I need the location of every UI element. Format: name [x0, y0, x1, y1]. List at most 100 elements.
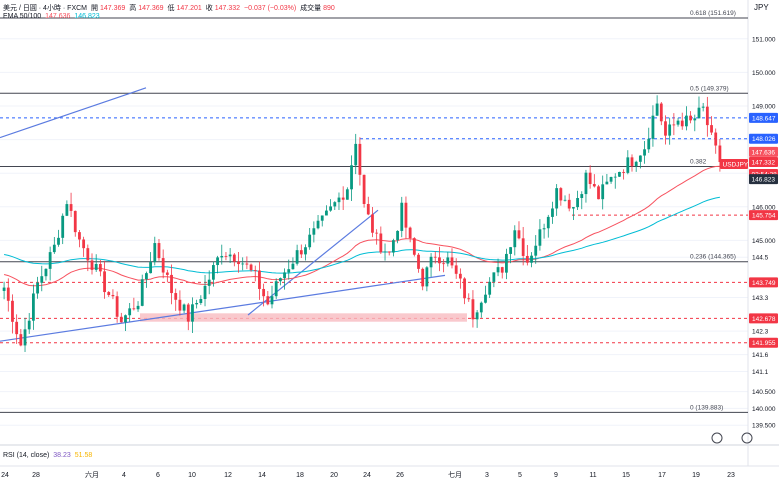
rsi-legend[interactable]: RSI (14, close) 38.23 51.58 [3, 452, 94, 459]
candle-body [534, 245, 538, 256]
candle-body [253, 270, 257, 271]
price-tick: 139.500 [752, 423, 776, 430]
candle-body [103, 271, 106, 293]
candle-body [584, 172, 588, 195]
candle-body [592, 184, 596, 187]
candle-body [634, 161, 638, 167]
candle-body [492, 272, 496, 282]
candle-body [588, 172, 592, 185]
candle-body [132, 308, 136, 310]
candle-body [647, 138, 651, 150]
trendline-upper [0, 87, 147, 139]
level-badge [749, 133, 778, 144]
time-tick: 28 [32, 472, 40, 479]
price-tick: 142.3 [752, 329, 769, 336]
candle-body [287, 269, 291, 273]
candle-body [643, 149, 646, 156]
candle-body [165, 272, 169, 275]
fib-label: 0.5 (149.379) [690, 85, 729, 92]
candle-body [245, 263, 249, 265]
candle-body [676, 120, 680, 125]
level-badge [749, 277, 778, 288]
price-tick: 140.500 [752, 389, 776, 396]
candle-body [689, 115, 693, 121]
time-tick: 3 [485, 472, 489, 479]
candle-body [718, 145, 722, 163]
open-label: 開 [90, 5, 98, 12]
price-badges: 148.647 148.026 145.754 143.749 142.678 141.9… [720, 112, 778, 348]
candle-body [52, 244, 56, 253]
ema-legend[interactable]: EMA 50/100 147.636 146.823 [3, 13, 102, 20]
candle-body [697, 107, 701, 119]
candle-body [542, 228, 546, 230]
candle-body [383, 251, 387, 253]
candle-body [597, 186, 600, 200]
candle-body [44, 268, 48, 277]
candle-body [521, 238, 525, 256]
time-tick: 七月 [448, 470, 462, 479]
volume-value: 890 [323, 5, 335, 12]
candle-body [408, 227, 412, 239]
candle-body [27, 320, 31, 330]
time-tick: 24 [363, 472, 371, 479]
time-tick: 14 [258, 472, 266, 479]
trendlines [0, 87, 446, 342]
scroll-right-icon [741, 432, 753, 444]
candle-body [701, 106, 705, 108]
rsi-label: RSI (14, close) [3, 452, 50, 459]
candle-body [379, 233, 383, 253]
symbol-title[interactable]: 美元 / 日圓 · 4小時 · FXCM [3, 5, 87, 12]
candle-body [157, 243, 161, 259]
candle-body [538, 229, 542, 246]
price-tick: 151.000 [752, 36, 776, 43]
candle-body [98, 264, 102, 272]
volume-label: 成交量 [300, 5, 322, 12]
candle-body [170, 274, 173, 294]
candle-body [609, 176, 613, 182]
candle-body [140, 279, 144, 306]
close-value: 147.332 [214, 5, 241, 12]
candle-body [613, 176, 617, 178]
candle-body [207, 279, 211, 286]
candle-body [320, 215, 324, 221]
candle-body [358, 143, 362, 175]
fib-label: 0.618 (151.619) [690, 10, 736, 17]
candle-body [216, 257, 219, 266]
candle-body [559, 188, 563, 201]
ema-lines [3, 165, 720, 287]
candle-body [576, 198, 579, 208]
horizontal-levels [0, 17, 748, 413]
high-label: 高 [129, 5, 137, 12]
price-tick: 143.3 [752, 295, 769, 302]
candle-body [15, 321, 19, 335]
candle-body [580, 194, 584, 199]
candle-body [337, 197, 341, 203]
candle-body [153, 243, 157, 263]
fib-labels: 0.618 (151.619) 0.5 (149.379) 0.382 0.236 (… [690, 10, 736, 411]
candle-body [266, 296, 270, 305]
candle-body [496, 267, 500, 273]
price-axis: 151.000150.000149.000148.000147.000146.0… [752, 36, 776, 429]
candle-body [429, 256, 433, 268]
price-tick: 140.000 [752, 406, 776, 413]
candle-body [362, 174, 366, 204]
candle-body [191, 304, 194, 322]
level-badge [749, 313, 778, 324]
price-badge-text: 147.636 [752, 149, 776, 156]
candle-body [655, 103, 659, 116]
candle-body [73, 210, 77, 233]
candle-body [475, 312, 479, 320]
candle-body [11, 300, 14, 322]
candle-body [23, 329, 27, 346]
fib-label: 0.382 [690, 158, 707, 165]
price-badge [720, 159, 748, 169]
low-value: 147.201 [176, 5, 202, 12]
candle-body [136, 305, 140, 310]
currency-label: JPY [754, 3, 769, 12]
time-tick: 5 [518, 472, 522, 479]
trendline-mid [247, 209, 379, 316]
change-value: −0.037 (−0.03%) [244, 5, 297, 12]
candle-body [450, 257, 454, 266]
price-badge-text: 146.823 [752, 177, 776, 184]
